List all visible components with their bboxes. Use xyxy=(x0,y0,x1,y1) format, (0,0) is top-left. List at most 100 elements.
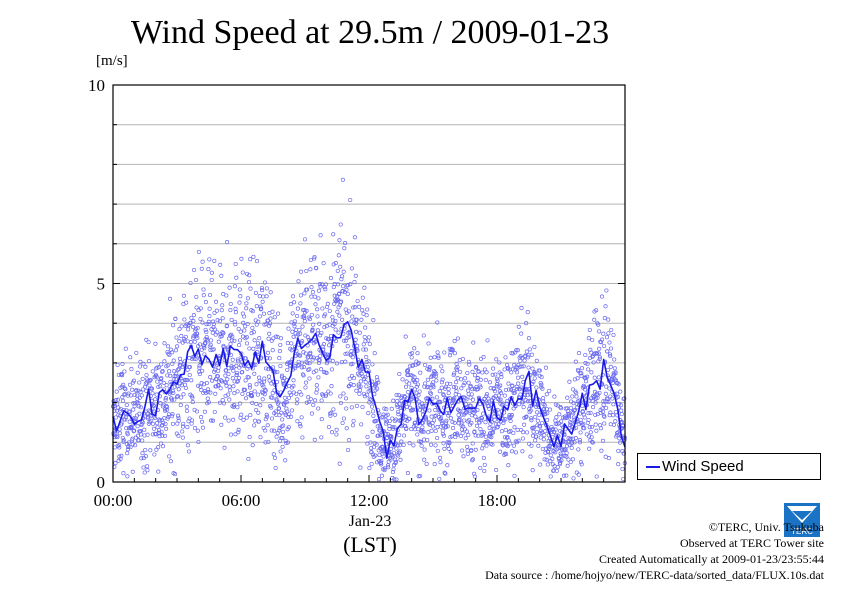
data-point xyxy=(383,421,388,426)
data-point xyxy=(333,318,338,323)
data-point xyxy=(512,363,517,368)
data-point xyxy=(388,446,394,452)
data-point xyxy=(291,334,296,339)
data-point xyxy=(329,367,334,372)
data-point xyxy=(113,461,118,466)
data-point xyxy=(462,418,467,423)
data-point xyxy=(161,380,166,385)
data-point xyxy=(586,411,591,416)
data-point xyxy=(605,397,610,402)
data-point xyxy=(176,387,181,392)
data-point xyxy=(256,319,261,324)
data-point xyxy=(330,358,335,363)
data-point xyxy=(233,261,238,267)
data-point xyxy=(250,309,255,314)
data-point xyxy=(366,359,371,364)
data-point xyxy=(451,398,456,403)
data-point xyxy=(412,380,417,385)
data-point xyxy=(568,436,573,441)
data-point xyxy=(341,284,346,289)
data-point xyxy=(356,304,362,309)
data-point xyxy=(323,287,328,292)
data-point xyxy=(120,373,125,378)
data-point xyxy=(384,407,389,412)
data-point xyxy=(603,391,608,396)
data-point xyxy=(204,329,209,335)
data-point xyxy=(266,439,271,444)
data-point xyxy=(192,426,198,431)
data-point xyxy=(385,412,390,417)
data-point xyxy=(232,391,237,396)
data-point xyxy=(233,306,238,311)
data-point xyxy=(370,452,375,457)
data-point xyxy=(180,424,186,429)
data-point xyxy=(506,387,511,392)
data-point xyxy=(547,388,552,393)
data-point xyxy=(302,237,308,242)
credit-source: Data source : /home/hojyo/new/TERC-data/… xyxy=(485,568,824,582)
data-point xyxy=(234,363,239,368)
data-point xyxy=(156,384,161,389)
data-point xyxy=(537,423,542,428)
data-point xyxy=(519,364,524,369)
data-point xyxy=(478,385,483,390)
data-point xyxy=(195,331,200,336)
data-point xyxy=(187,364,192,370)
data-point xyxy=(559,419,564,424)
data-point xyxy=(114,434,119,439)
data-point xyxy=(586,417,591,423)
data-point xyxy=(490,442,495,447)
data-point xyxy=(466,380,471,385)
data-point xyxy=(303,351,308,356)
data-point xyxy=(608,364,613,369)
data-point xyxy=(119,453,124,458)
data-point xyxy=(226,418,231,423)
data-point xyxy=(158,384,163,389)
data-point xyxy=(452,395,457,401)
data-point xyxy=(199,415,204,420)
data-point xyxy=(334,432,339,437)
data-point xyxy=(297,422,302,427)
data-point xyxy=(374,418,379,423)
data-point xyxy=(583,352,588,358)
data-point xyxy=(250,325,255,330)
data-point xyxy=(278,363,283,369)
data-point xyxy=(454,367,459,372)
data-point xyxy=(257,375,262,380)
data-point xyxy=(294,401,299,406)
data-point xyxy=(542,433,547,438)
data-point xyxy=(432,355,437,360)
axis-ticks: 0 5 10 00:00 06:00 12:00 18:00 xyxy=(88,76,625,510)
data-point xyxy=(211,347,216,352)
data-point xyxy=(259,285,264,291)
data-point xyxy=(525,310,530,315)
data-point xyxy=(600,438,606,443)
data-point xyxy=(441,393,446,398)
data-point xyxy=(347,376,352,381)
data-point xyxy=(363,325,368,330)
data-point xyxy=(132,404,137,409)
data-point xyxy=(521,430,526,435)
data-point xyxy=(271,452,276,457)
data-point xyxy=(611,371,616,376)
data-point xyxy=(618,403,623,408)
data-point xyxy=(254,407,259,413)
data-point xyxy=(602,414,607,419)
data-point xyxy=(312,254,317,260)
data-point xyxy=(485,439,490,444)
data-point xyxy=(606,317,611,322)
data-point xyxy=(267,323,272,328)
data-point xyxy=(597,355,602,360)
data-point xyxy=(163,421,168,426)
data-point xyxy=(430,396,435,401)
data-point xyxy=(290,294,296,299)
data-point xyxy=(475,387,480,392)
data-point xyxy=(570,440,575,445)
data-point xyxy=(164,404,169,409)
data-point xyxy=(424,417,429,422)
data-point xyxy=(465,444,470,449)
data-point xyxy=(146,408,152,413)
data-point xyxy=(175,367,181,372)
data-point xyxy=(228,301,233,307)
data-point xyxy=(191,324,196,330)
